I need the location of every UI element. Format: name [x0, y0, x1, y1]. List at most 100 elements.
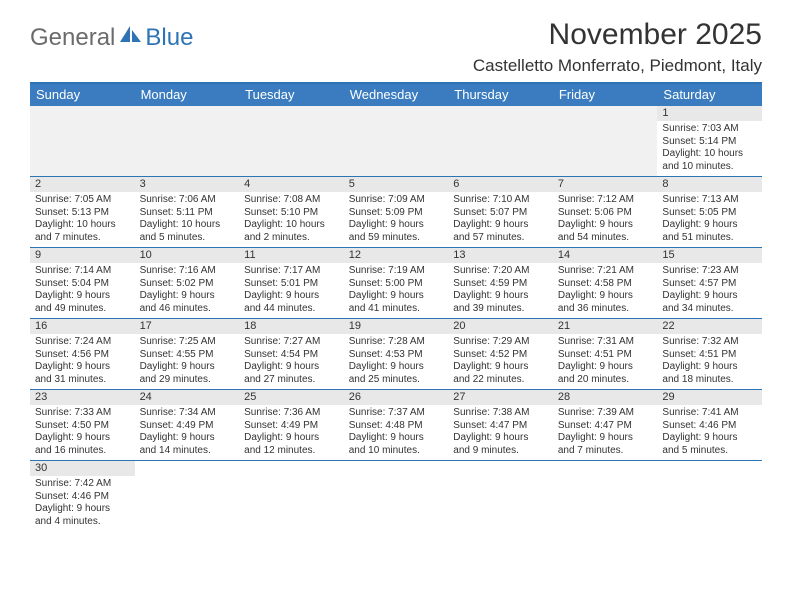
sunset-text: Sunset: 4:47 PM	[558, 420, 653, 433]
sunrise-text: Sunrise: 7:41 AM	[662, 407, 757, 420]
daylight-text-2: and 7 minutes.	[35, 232, 130, 245]
calendar-cell-empty	[135, 106, 240, 176]
sunset-text: Sunset: 5:10 PM	[244, 207, 339, 220]
cell-body: Sunrise: 7:31 AMSunset: 4:51 PMDaylight:…	[553, 334, 658, 389]
daylight-text-1: Daylight: 9 hours	[558, 361, 653, 374]
daylight-text-1: Daylight: 9 hours	[453, 432, 548, 445]
sunrise-text: Sunrise: 7:36 AM	[244, 407, 339, 420]
sunset-text: Sunset: 5:14 PM	[662, 136, 757, 149]
calendar-page: General Blue November 2025 Castelletto M…	[0, 0, 792, 541]
calendar-week-row: 9Sunrise: 7:14 AMSunset: 5:04 PMDaylight…	[30, 248, 762, 319]
daylight-text-1: Daylight: 9 hours	[662, 432, 757, 445]
sunset-text: Sunset: 4:48 PM	[349, 420, 444, 433]
daylight-text-2: and 29 minutes.	[140, 374, 235, 387]
logo-sail-icon	[119, 22, 143, 50]
sunrise-text: Sunrise: 7:03 AM	[662, 123, 757, 136]
calendar-cell-empty	[239, 461, 344, 531]
daylight-text-2: and 12 minutes.	[244, 445, 339, 458]
calendar-cell: 17Sunrise: 7:25 AMSunset: 4:55 PMDayligh…	[135, 319, 240, 389]
sunrise-text: Sunrise: 7:32 AM	[662, 336, 757, 349]
sunrise-text: Sunrise: 7:21 AM	[558, 265, 653, 278]
day-header-cell: Monday	[135, 84, 240, 106]
daylight-text-2: and 51 minutes.	[662, 232, 757, 245]
calendar-cell: 10Sunrise: 7:16 AMSunset: 5:02 PMDayligh…	[135, 248, 240, 318]
cell-body: Sunrise: 7:34 AMSunset: 4:49 PMDaylight:…	[135, 405, 240, 460]
day-number: 29	[657, 390, 762, 405]
sunset-text: Sunset: 4:46 PM	[35, 491, 130, 504]
sunrise-text: Sunrise: 7:14 AM	[35, 265, 130, 278]
daylight-text-2: and 39 minutes.	[453, 303, 548, 316]
sunset-text: Sunset: 4:46 PM	[662, 420, 757, 433]
sunrise-text: Sunrise: 7:39 AM	[558, 407, 653, 420]
calendar-week-row: 2Sunrise: 7:05 AMSunset: 5:13 PMDaylight…	[30, 177, 762, 248]
daylight-text-1: Daylight: 9 hours	[35, 290, 130, 303]
day-number: 1	[657, 106, 762, 121]
cell-body: Sunrise: 7:09 AMSunset: 5:09 PMDaylight:…	[344, 192, 449, 247]
day-number: 26	[344, 390, 449, 405]
sunset-text: Sunset: 4:51 PM	[558, 349, 653, 362]
cell-body: Sunrise: 7:41 AMSunset: 4:46 PMDaylight:…	[657, 405, 762, 460]
day-number: 7	[553, 177, 658, 192]
calendar-cell: 13Sunrise: 7:20 AMSunset: 4:59 PMDayligh…	[448, 248, 553, 318]
calendar-cell: 2Sunrise: 7:05 AMSunset: 5:13 PMDaylight…	[30, 177, 135, 247]
calendar-cell-empty	[657, 461, 762, 531]
sunset-text: Sunset: 4:53 PM	[349, 349, 444, 362]
daylight-text-2: and 5 minutes.	[662, 445, 757, 458]
cell-body: Sunrise: 7:33 AMSunset: 4:50 PMDaylight:…	[30, 405, 135, 460]
daylight-text-2: and 9 minutes.	[453, 445, 548, 458]
daylight-text-1: Daylight: 9 hours	[244, 290, 339, 303]
sunset-text: Sunset: 4:49 PM	[140, 420, 235, 433]
logo-text-1: General	[30, 24, 115, 52]
calendar-week-row: 16Sunrise: 7:24 AMSunset: 4:56 PMDayligh…	[30, 319, 762, 390]
sunrise-text: Sunrise: 7:06 AM	[140, 194, 235, 207]
daylight-text-1: Daylight: 9 hours	[662, 290, 757, 303]
calendar-cell: 27Sunrise: 7:38 AMSunset: 4:47 PMDayligh…	[448, 390, 553, 460]
daylight-text-2: and 59 minutes.	[349, 232, 444, 245]
daylight-text-1: Daylight: 10 hours	[35, 219, 130, 232]
calendar-cell-empty	[135, 461, 240, 531]
cell-body: Sunrise: 7:17 AMSunset: 5:01 PMDaylight:…	[239, 263, 344, 318]
cell-body: Sunrise: 7:28 AMSunset: 4:53 PMDaylight:…	[344, 334, 449, 389]
day-number: 20	[448, 319, 553, 334]
sunset-text: Sunset: 4:51 PM	[662, 349, 757, 362]
daylight-text-2: and 14 minutes.	[140, 445, 235, 458]
sunrise-text: Sunrise: 7:19 AM	[349, 265, 444, 278]
day-number: 15	[657, 248, 762, 263]
cell-body: Sunrise: 7:14 AMSunset: 5:04 PMDaylight:…	[30, 263, 135, 318]
logo-text-2: Blue	[145, 24, 193, 52]
page-header: General Blue November 2025 Castelletto M…	[30, 18, 762, 76]
daylight-text-2: and 41 minutes.	[349, 303, 444, 316]
cell-body: Sunrise: 7:32 AMSunset: 4:51 PMDaylight:…	[657, 334, 762, 389]
calendar-cell-empty	[344, 461, 449, 531]
sunset-text: Sunset: 4:55 PM	[140, 349, 235, 362]
sunset-text: Sunset: 4:54 PM	[244, 349, 339, 362]
daylight-text-1: Daylight: 9 hours	[453, 290, 548, 303]
cell-body: Sunrise: 7:05 AMSunset: 5:13 PMDaylight:…	[30, 192, 135, 247]
day-number: 23	[30, 390, 135, 405]
sunrise-text: Sunrise: 7:38 AM	[453, 407, 548, 420]
daylight-text-1: Daylight: 9 hours	[558, 432, 653, 445]
calendar-cell: 4Sunrise: 7:08 AMSunset: 5:10 PMDaylight…	[239, 177, 344, 247]
daylight-text-1: Daylight: 9 hours	[558, 290, 653, 303]
cell-body: Sunrise: 7:21 AMSunset: 4:58 PMDaylight:…	[553, 263, 658, 318]
day-header-cell: Thursday	[448, 84, 553, 106]
daylight-text-1: Daylight: 9 hours	[558, 219, 653, 232]
daylight-text-1: Daylight: 9 hours	[140, 290, 235, 303]
daylight-text-2: and 22 minutes.	[453, 374, 548, 387]
calendar-cell: 24Sunrise: 7:34 AMSunset: 4:49 PMDayligh…	[135, 390, 240, 460]
daylight-text-2: and 4 minutes.	[35, 516, 130, 529]
cell-body: Sunrise: 7:39 AMSunset: 4:47 PMDaylight:…	[553, 405, 658, 460]
calendar-cell: 20Sunrise: 7:29 AMSunset: 4:52 PMDayligh…	[448, 319, 553, 389]
sunset-text: Sunset: 5:02 PM	[140, 278, 235, 291]
day-number: 21	[553, 319, 658, 334]
calendar-cell-empty	[448, 106, 553, 176]
calendar-cell: 7Sunrise: 7:12 AMSunset: 5:06 PMDaylight…	[553, 177, 658, 247]
day-number: 12	[344, 248, 449, 263]
day-header-cell: Friday	[553, 84, 658, 106]
sunset-text: Sunset: 4:50 PM	[35, 420, 130, 433]
day-number: 25	[239, 390, 344, 405]
calendar-cell: 29Sunrise: 7:41 AMSunset: 4:46 PMDayligh…	[657, 390, 762, 460]
daylight-text-2: and 49 minutes.	[35, 303, 130, 316]
calendar-cell-empty	[553, 461, 658, 531]
day-number: 3	[135, 177, 240, 192]
